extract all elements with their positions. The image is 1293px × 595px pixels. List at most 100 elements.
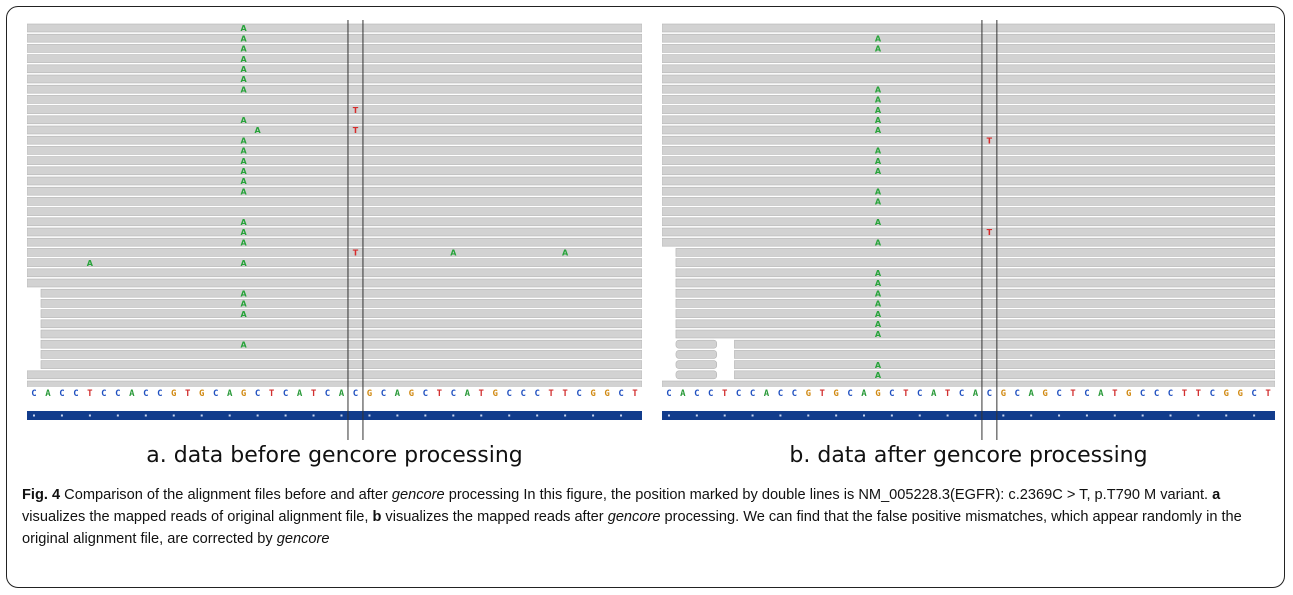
reference-base: C [507, 389, 512, 399]
caption-tool-name: gencore [276, 531, 330, 547]
reference-base: A [395, 389, 401, 399]
read-bar [675, 339, 718, 349]
figure-caption: Fig. 4 Comparison of the alignment files… [22, 484, 1272, 550]
track-tick [1253, 414, 1256, 417]
mismatch-base: A [241, 177, 248, 186]
read-bar [27, 156, 642, 165]
track-tick [1058, 414, 1061, 417]
read-bar [27, 135, 642, 145]
mismatch-base: A [875, 300, 882, 309]
mismatch-base: A [875, 361, 882, 370]
mismatch-base: A [875, 238, 882, 247]
read-bar [27, 237, 642, 247]
reference-base: C [31, 389, 36, 399]
reference-base: G [604, 389, 609, 399]
read-bar [27, 95, 642, 104]
track-tick [1113, 414, 1116, 417]
mismatch-base: A [875, 218, 882, 227]
track-tick [807, 414, 810, 417]
mismatch-base: A [875, 85, 882, 94]
read-bar [662, 237, 1275, 247]
read-bar [27, 166, 642, 176]
reference-base: C [1168, 389, 1173, 399]
read-bar [27, 370, 642, 380]
track-tick [564, 414, 567, 417]
read-bar [675, 309, 1275, 318]
reference-base: G [367, 389, 372, 399]
read-bar [40, 350, 642, 359]
reference-base: G [409, 389, 414, 399]
reference-base: C [283, 389, 288, 399]
reference-base: C [778, 389, 783, 399]
track-tick [1141, 414, 1144, 417]
read-bar [662, 176, 1275, 186]
reference-base: C [1251, 389, 1256, 399]
mismatch-base: A [875, 187, 882, 196]
read-bar [40, 360, 642, 369]
track-tick [88, 414, 91, 417]
mismatch-base: A [875, 116, 882, 125]
reference-base: T [1182, 389, 1188, 399]
read-bar [662, 217, 1275, 227]
annotation-track [27, 411, 642, 420]
reference-base: C [917, 389, 922, 399]
track-tick [480, 414, 483, 417]
reference-base: T [479, 389, 485, 399]
reference-base: A [339, 389, 345, 399]
read-bar [27, 207, 642, 216]
reference-base: C [1154, 389, 1159, 399]
read-bar [27, 44, 642, 53]
reference-sequence-bg [662, 387, 1275, 399]
reference-base: T [1112, 389, 1118, 399]
reference-base: T [311, 389, 317, 399]
reference-base: C [520, 389, 525, 399]
caption-text: visualizes the mapped reads of original … [22, 509, 373, 525]
mismatch-base: A [241, 75, 248, 84]
read-bar [662, 64, 1275, 74]
mismatch-base: A [875, 279, 882, 288]
read-bar [40, 339, 642, 349]
reference-base: C [353, 389, 358, 399]
reference-base: G [1126, 389, 1131, 399]
read-bar [27, 125, 642, 135]
reference-base: C [987, 389, 992, 399]
reference-base: C [618, 389, 623, 399]
track-tick [312, 414, 315, 417]
reference-base: C [325, 389, 330, 399]
read-bar [27, 84, 642, 94]
track-tick [172, 414, 175, 417]
read-bar [675, 329, 1275, 339]
mismatch-base: A [241, 45, 248, 54]
read-bar [734, 360, 1275, 369]
reference-base: T [562, 389, 568, 399]
reference-base: T [903, 389, 909, 399]
caption-text: Comparison of the alignment files before… [60, 487, 392, 503]
track-tick [974, 414, 977, 417]
reference-base: C [708, 389, 713, 399]
read-bar [734, 339, 1275, 349]
reference-base: C [73, 389, 78, 399]
reference-base: T [185, 389, 191, 399]
panel-b-caption: b. data after gencore processing [789, 443, 1148, 468]
mismatch-base: A [241, 289, 248, 298]
reference-base: T [632, 389, 638, 399]
read-bar [662, 156, 1275, 165]
figure-label: Fig. 4 [22, 487, 61, 503]
mismatch-base: A [875, 157, 882, 166]
read-bar [675, 370, 718, 380]
reference-base: C [381, 389, 386, 399]
mismatch-base: A [241, 136, 248, 145]
reference-base: C [534, 389, 539, 399]
reference-base: T [1265, 389, 1271, 399]
track-tick [256, 414, 259, 417]
mismatch-base: T [353, 106, 359, 115]
read-bar [734, 370, 1275, 380]
reference-base: A [764, 389, 770, 399]
read-bar [27, 197, 642, 206]
track-tick [144, 414, 147, 417]
reference-base: C [959, 389, 964, 399]
mismatch-base: A [875, 330, 882, 339]
caption-tool-name: gencore [607, 509, 661, 525]
